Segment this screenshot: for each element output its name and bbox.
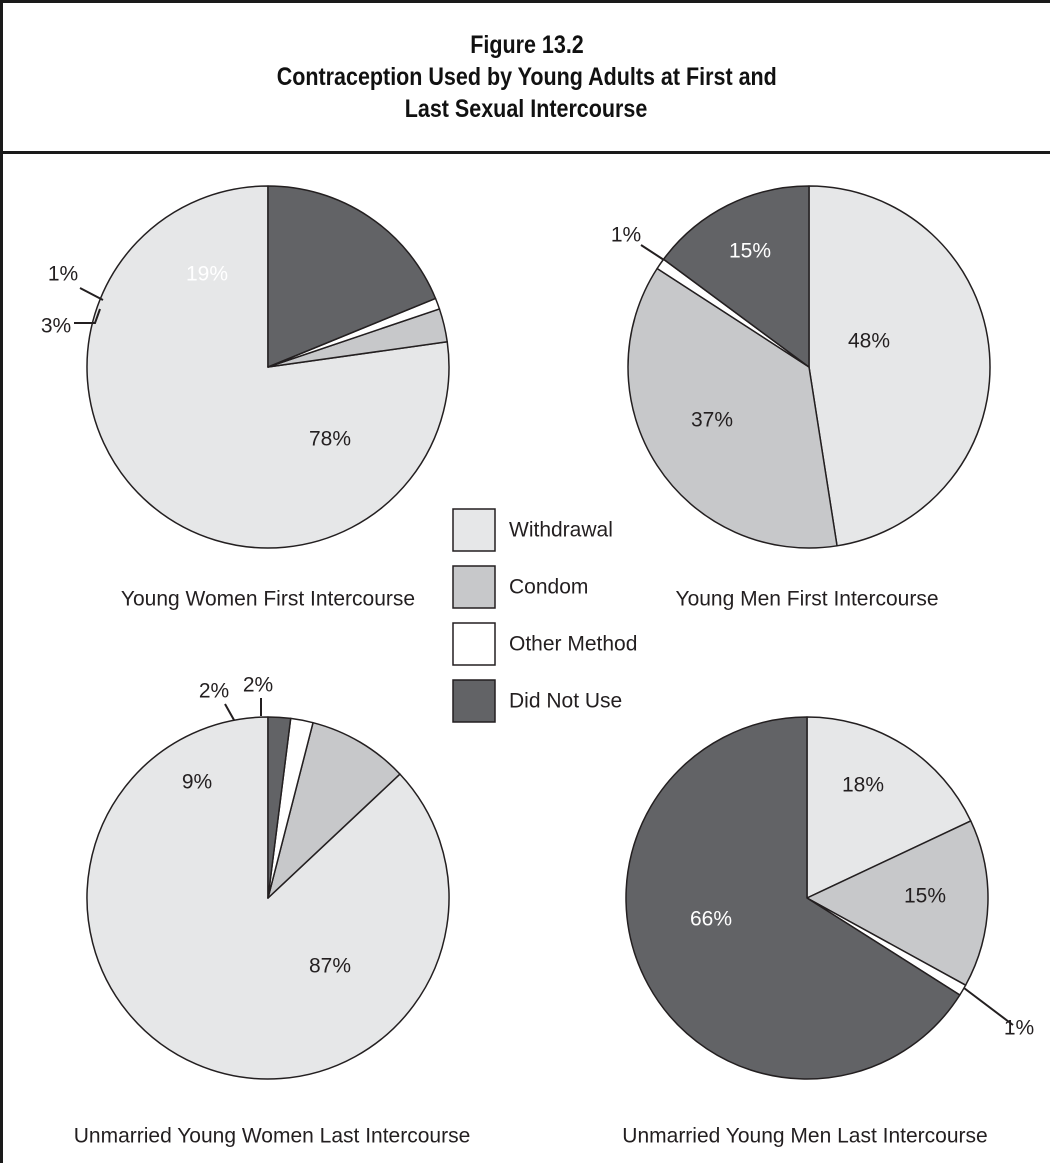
legend-label: Withdrawal: [509, 519, 613, 542]
leader-line-condom: [74, 308, 101, 324]
pie-caption: Unmarried Young Women Last Intercourse: [74, 1125, 471, 1148]
data-label-condom: 3%: [41, 315, 71, 338]
leader-line-other-method: [79, 287, 104, 301]
slice-withdrawal: [806, 716, 972, 899]
data-label-withdrawal: 78%: [309, 428, 351, 451]
pie-chart-3: 87% 9% 2% 2% Unmarried Young Women Last Inte…: [74, 674, 471, 1148]
figure-label: Figure 13.2: [469, 31, 584, 59]
legend-swatch: [452, 622, 496, 666]
slice-did-not-use: [662, 185, 810, 368]
legend-item-other-method: Other Method: [452, 622, 637, 666]
pie-caption: Young Men First Intercourse: [675, 588, 938, 611]
slice-condom: [267, 721, 401, 899]
figure-title-box: Figure 13.2 Contraception Used by Young …: [3, 3, 1050, 154]
figure-title-line-1: Contraception Used by Young Adults at Fi…: [276, 63, 777, 91]
pie-chart-4: 18% 15% 1% 66% Unmarried Young Men Last Inte…: [622, 716, 1034, 1148]
pie-chart-2: 48% 37% 1% 15% Young Men First Intercourse: [611, 185, 991, 611]
legend-item-did-not-use: Did Not Use: [452, 679, 622, 723]
slice-condom: [627, 267, 838, 549]
data-label-did-not-use: 19%: [186, 263, 228, 286]
legend-item-withdrawal: Withdrawal: [452, 508, 613, 552]
data-label-condom: 37%: [691, 409, 733, 432]
pie-chart-1: 78% 3% 1% 19% Young Women First Intercourse: [41, 185, 450, 611]
frame-top-border: [0, 0, 1050, 3]
data-label-condom: 9%: [182, 771, 212, 794]
data-label-other-method: 2%: [199, 680, 229, 703]
figure-title-line-2: Last Sexual Intercourse: [405, 95, 648, 123]
data-label-withdrawal: 87%: [309, 955, 351, 978]
slice-did-not-use: [267, 716, 292, 899]
legend: Withdrawal Condom Other Method Did Not Use: [452, 508, 637, 723]
pie-caption: Young Women First Intercourse: [121, 588, 415, 611]
slice-withdrawal: [808, 185, 991, 547]
legend-label: Did Not Use: [509, 690, 622, 713]
slice-condom: [806, 820, 989, 986]
frame-left-border: [0, 0, 3, 1163]
data-label-did-not-use: 15%: [729, 240, 771, 263]
data-label-withdrawal: 48%: [848, 330, 890, 353]
data-label-other-method: 1%: [48, 263, 78, 286]
data-label-condom: 15%: [904, 885, 946, 908]
data-label-other-method: 1%: [1004, 1017, 1034, 1040]
leader-line-other-method: [963, 987, 1014, 1026]
legend-swatch: [452, 565, 496, 609]
data-label-did-not-use: 66%: [690, 908, 732, 931]
legend-label: Condom: [509, 576, 588, 599]
legend-item-condom: Condom: [452, 565, 588, 609]
slice-did-not-use: [267, 185, 437, 368]
data-label-did-not-use: 2%: [243, 674, 273, 697]
legend-swatch: [452, 508, 496, 552]
leader-line-other-method: [640, 244, 665, 261]
data-label-other-method: 1%: [611, 224, 641, 247]
legend-label: Other Method: [509, 633, 637, 656]
data-label-withdrawal: 18%: [842, 774, 884, 797]
slice-did-not-use: [625, 716, 961, 1080]
leader-line-other-method: [224, 703, 235, 721]
pie-caption: Unmarried Young Men Last Intercourse: [622, 1125, 987, 1148]
slice-withdrawal: [86, 185, 450, 549]
legend-swatch: [452, 679, 496, 723]
